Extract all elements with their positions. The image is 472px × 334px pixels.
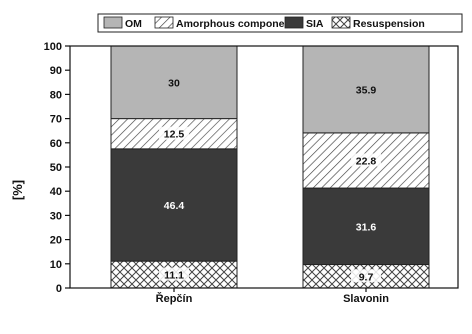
data-label: 31.6 [356,221,377,233]
y-tick-label: 80 [50,89,62,101]
y-tick-label: 10 [50,259,62,271]
bar-segment [110,45,238,120]
label-backdrop [351,269,381,283]
chart-legend: OM Amorphous component SIA Resuspension [97,13,463,33]
data-label: 22.8 [356,155,377,167]
legend-swatch [154,16,174,29]
legend-label: OM [125,18,142,30]
bar-segment [110,148,238,262]
label-backdrop [159,267,189,281]
legend-swatch [103,16,123,29]
bars-group: 11.1 46.4 12.5 30 9.7 31.6 22.8 35.9 [110,45,430,289]
y-axis-label: [%] [10,180,25,200]
legend-swatch [331,16,351,29]
y-tick-label: 30 [50,210,62,222]
y-tick-label: 20 [50,235,62,247]
legend-label: Resuspension [353,18,425,30]
y-tick-label: 50 [50,162,62,174]
y-tick-label: 90 [50,65,62,77]
bar-segment [302,45,430,134]
axes-group: 0 10 20 30 40 50 60 70 80 90 100 Řepčín Slavonin [44,41,459,305]
label-backdrop [351,153,381,167]
x-tick-label: Řepčín [156,292,193,305]
y-tick-label: 70 [50,114,62,126]
data-label: 46.4 [164,200,185,212]
y-tick-label: 100 [44,41,62,53]
legend-label: SIA [306,18,324,30]
data-label: 30 [168,77,180,89]
legend-box [97,13,463,33]
x-tick-label: Slavonin [343,293,389,305]
data-label: 9.7 [359,271,374,283]
data-label: 35.9 [356,84,377,96]
data-label: 12.5 [164,129,185,141]
legend-swatch [284,16,304,29]
data-label: 11.1 [164,270,184,282]
y-tick-label: 0 [56,283,62,295]
y-tick-label: 60 [50,138,62,150]
bar-segment [302,187,430,266]
legend-label: Amorphous component [176,18,295,30]
label-backdrop [159,126,189,140]
y-tick-label: 40 [50,186,62,198]
